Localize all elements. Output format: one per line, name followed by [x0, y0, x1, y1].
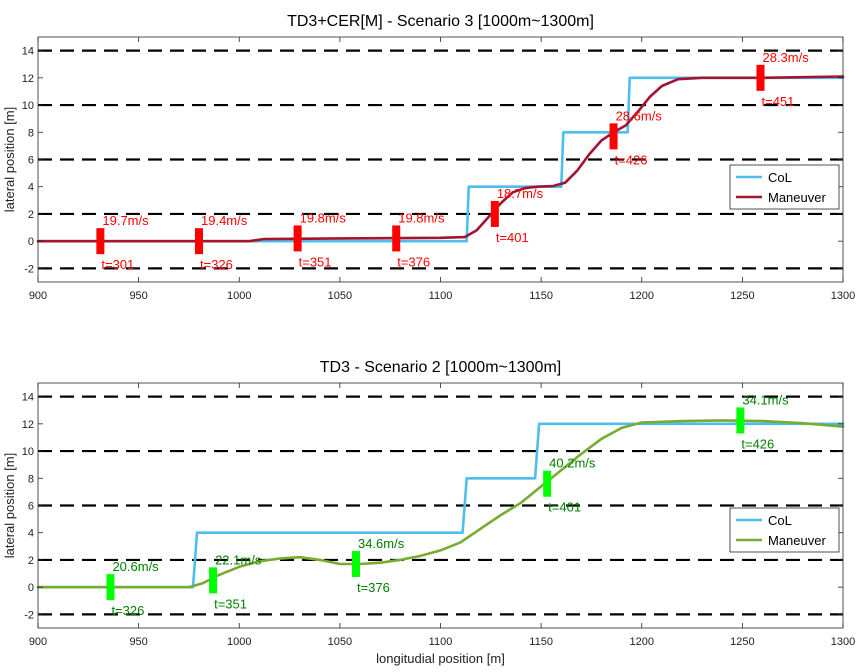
speed-label: 19.8m/s [300, 210, 347, 225]
y-tick-label: 14 [22, 46, 34, 58]
chart-td3-scenario-2: 20.6m/s t=326 22.1m/s t=351 34.6m/s t=376 40.2… [2, 359, 855, 666]
col-line [36, 422, 845, 589]
vehicle-marker [543, 470, 552, 497]
y-tick-label: 2 [28, 209, 34, 221]
vehicle-marker [106, 574, 115, 601]
x-tick-label: 1050 [328, 636, 352, 648]
legend-entry: CoL [768, 513, 792, 528]
x-tick-label: 1200 [630, 636, 654, 648]
x-tick-label: 950 [129, 290, 147, 302]
time-label: t=401 [548, 500, 581, 515]
y-tick-label: -2 [24, 609, 34, 621]
vehicle-marker [392, 225, 401, 252]
time-label: t=351 [214, 596, 247, 611]
speed-label: 18.7m/s [497, 186, 544, 201]
x-tick-label: 1100 [429, 636, 453, 648]
y-tick-label: 12 [22, 73, 34, 85]
y-axis-label: lateral position [m] [2, 453, 17, 559]
speed-label: 20.6m/s [112, 559, 159, 574]
y-tick-label: 0 [28, 582, 34, 594]
time-label: t=326 [111, 603, 144, 618]
time-label: t=451 [761, 94, 794, 109]
time-label: t=326 [200, 257, 233, 272]
legend-entry: Maneuver [768, 190, 826, 205]
legend-box [729, 507, 840, 553]
time-label: t=376 [397, 254, 430, 269]
legend-entry: Maneuver [768, 533, 826, 548]
speed-label: 19.8m/s [398, 210, 445, 225]
speed-label: 28.3m/s [762, 50, 809, 65]
maneuver-line [36, 75, 845, 243]
legend-entry: CoL [768, 170, 792, 185]
x-tick-label: 1300 [831, 636, 855, 648]
x-tick-label: 1250 [730, 290, 754, 302]
chart-title: TD3 - Scenario 2 [1000m~1300m] [320, 359, 561, 376]
y-tick-label: 6 [28, 501, 34, 513]
time-label: t=401 [496, 230, 529, 245]
chart-title: TD3+CER[M] - Scenario 3 [1000m~1300m] [287, 13, 594, 30]
vehicle-marker [96, 228, 105, 255]
y-tick-label: 8 [28, 473, 34, 485]
vehicle-marker [756, 64, 765, 91]
legend: CoL Maneuver [729, 507, 840, 553]
time-label: t=351 [299, 254, 332, 269]
vehicle-marker [293, 225, 302, 252]
x-tick-label: 1000 [227, 290, 251, 302]
y-axis-label: lateral position [m] [2, 107, 17, 213]
vehicle-marker [490, 200, 499, 227]
x-tick-label: 1100 [429, 290, 453, 302]
x-tick-label: 1200 [630, 290, 654, 302]
y-tick-label: 10 [22, 100, 34, 112]
y-tick-label: 0 [28, 236, 34, 248]
y-tick-label: 14 [22, 392, 34, 404]
time-label: t=426 [741, 436, 774, 451]
x-tick-label: 900 [29, 290, 47, 302]
speed-label: 19.4m/s [201, 213, 248, 228]
x-tick-label: 1150 [529, 636, 553, 648]
y-tick-label: 12 [22, 419, 34, 431]
x-tick-label: 900 [29, 636, 47, 648]
time-label: t=426 [615, 152, 648, 167]
x-tick-label: 1000 [227, 636, 251, 648]
speed-label: 19.7m/s [102, 213, 149, 228]
y-tick-label: 4 [28, 182, 34, 194]
speed-label: 28.6m/s [616, 108, 663, 123]
x-axis-label: longitudial position [m] [376, 651, 505, 666]
legend-box [729, 164, 840, 210]
y-tick-label: -2 [24, 263, 34, 275]
vehicle-marker [609, 123, 618, 150]
x-tick-label: 950 [129, 636, 147, 648]
y-tick-label: 6 [28, 155, 34, 167]
speed-label: 22.1m/s [215, 552, 262, 567]
legend: CoL Maneuver [729, 164, 840, 210]
vehicle-marker [209, 567, 218, 594]
speed-label: 40.2m/s [549, 456, 596, 471]
speed-label: 34.6m/s [358, 536, 405, 551]
time-label: t=301 [101, 257, 134, 272]
y-tick-label: 8 [28, 127, 34, 139]
x-tick-label: 1150 [529, 290, 553, 302]
maneuver-line [36, 419, 845, 589]
x-tick-label: 1050 [328, 290, 352, 302]
vehicle-marker [351, 551, 360, 578]
speed-label: 34.1m/s [742, 392, 789, 407]
vehicle-marker [195, 228, 203, 255]
vehicle-marker [736, 407, 745, 434]
y-tick-label: 10 [22, 446, 34, 458]
time-label: t=376 [357, 580, 390, 595]
y-tick-label: 4 [28, 528, 34, 540]
x-tick-label: 1250 [730, 636, 754, 648]
y-tick-label: 2 [28, 555, 34, 567]
col-line [36, 76, 845, 243]
chart-td3-cer-scenario-3: 19.7m/s t=301 19.4m/s t=326 19.8m/s t=351 19.8… [2, 13, 855, 302]
x-tick-label: 1300 [831, 290, 855, 302]
